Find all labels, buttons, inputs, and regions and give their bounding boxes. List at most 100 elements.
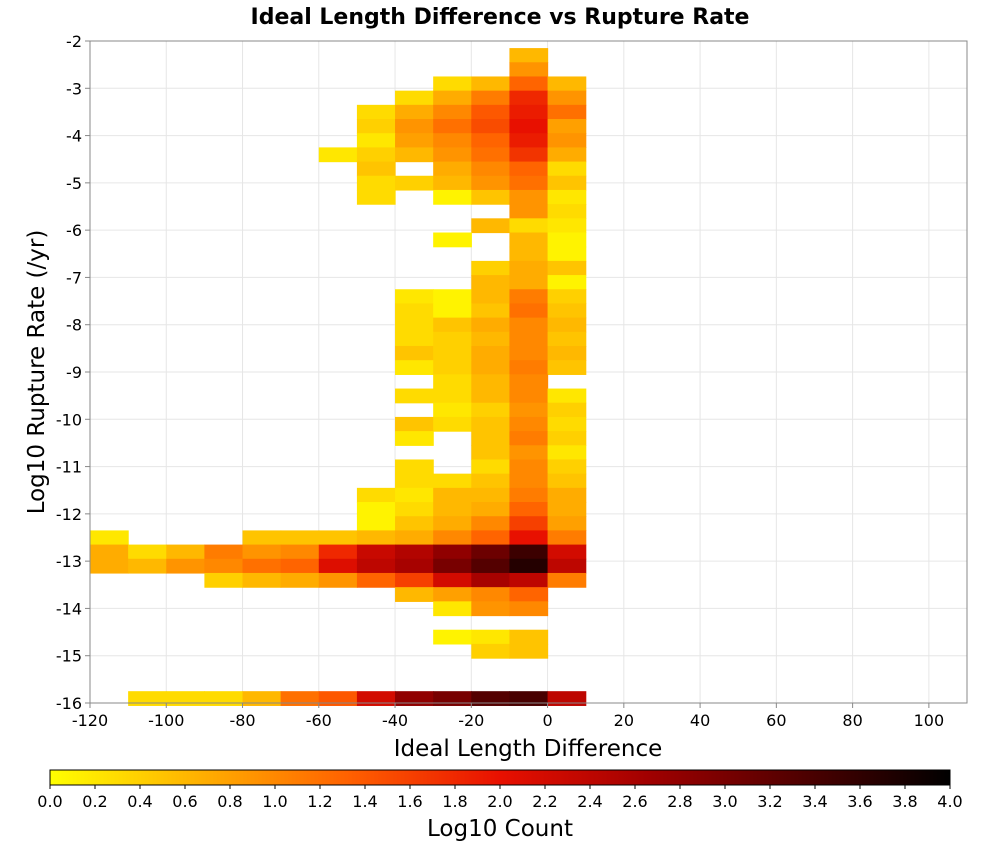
heatmap-cell	[547, 189, 587, 205]
heatmap-cell	[547, 459, 587, 475]
heatmap-cell	[509, 601, 549, 617]
heatmap-cell	[471, 629, 511, 645]
heatmap-cell	[471, 161, 511, 177]
heatmap-cell	[280, 544, 320, 560]
heatmap-cell	[547, 317, 587, 333]
heatmap-cell	[433, 487, 472, 503]
heatmap-cell	[509, 147, 549, 163]
heatmap-cell	[318, 558, 358, 574]
heatmap-cell	[471, 502, 511, 517]
heatmap-cell	[471, 388, 511, 404]
heatmap-cell	[395, 175, 434, 191]
heatmap-cell	[433, 232, 472, 248]
y-tick-label: -3	[66, 79, 82, 98]
heatmap-cell	[433, 691, 472, 706]
heatmap-cell	[471, 289, 511, 305]
x-tick-label: -120	[72, 711, 108, 730]
colorbar-tick-label: 0.0	[37, 792, 62, 811]
chart-title: Ideal Length Difference vs Rupture Rate	[251, 5, 750, 30]
heatmap-cell	[471, 360, 511, 375]
heatmap-cell	[318, 572, 358, 588]
heatmap-cell	[471, 90, 511, 106]
heatmap-cell	[433, 473, 472, 489]
colorbar-ticks: 0.0 0.2 0.4 0.6 0.8 1.0 1.2 1.4 1.6 1.8 2.0 2.2 2.4 2…	[37, 785, 963, 811]
heatmap-cell	[509, 445, 549, 461]
heatmap-cell	[433, 629, 472, 645]
heatmap-cell	[471, 459, 511, 475]
x-axis-label: Ideal Length Difference	[394, 736, 663, 762]
heatmap-cell	[509, 629, 549, 645]
colorbar-tick-label: 2.2	[532, 792, 557, 811]
heatmap-cell	[433, 502, 472, 517]
heatmap-cell	[509, 431, 549, 446]
heatmap-cell	[356, 147, 396, 163]
heatmap-cell	[433, 147, 472, 163]
heatmap-cell	[318, 691, 358, 706]
heatmap-cells	[90, 48, 587, 706]
heatmap-cell	[509, 204, 549, 219]
heatmap-cell	[471, 601, 511, 617]
x-tick-label: 20	[614, 711, 634, 730]
heatmap-cell	[509, 516, 549, 532]
heatmap-cell	[128, 691, 167, 706]
heatmap-cell	[547, 416, 587, 432]
x-tick-label: 80	[842, 711, 862, 730]
heatmap-cell	[509, 558, 549, 574]
heatmap-cell	[471, 445, 511, 461]
heatmap-cell	[433, 104, 472, 120]
heatmap-cell	[356, 572, 396, 588]
heatmap-cell	[509, 260, 549, 276]
colorbar-tick-label: 0.6	[172, 792, 197, 811]
heatmap-cell	[471, 147, 511, 163]
heatmap-cell	[509, 289, 549, 305]
heatmap-cell	[395, 388, 434, 404]
heatmap-cell	[547, 402, 587, 418]
heatmap-cell	[395, 516, 434, 532]
heatmap-cell	[547, 76, 587, 92]
colorbar-tick-label: 3.2	[757, 792, 782, 811]
heatmap-cell	[509, 360, 549, 375]
heatmap-cell	[356, 189, 396, 205]
heatmap-cell	[242, 572, 282, 588]
heatmap-cell	[433, 133, 472, 148]
heatmap-cell	[356, 104, 396, 120]
heatmap-cell	[509, 388, 549, 404]
y-tick-label: -2	[66, 32, 82, 51]
heatmap-cell	[547, 133, 587, 148]
heatmap-cell	[509, 691, 549, 706]
colorbar-tick-label: 1.4	[352, 792, 377, 811]
heatmap-cell	[395, 90, 434, 106]
x-axis-ticks: -120 -100 -80 -60 -40 -20 0 20 40 60 80 100	[72, 703, 944, 730]
heatmap-cell	[280, 691, 320, 706]
heatmap-cell	[509, 189, 549, 205]
colorbar-tick-label: 0.8	[217, 792, 242, 811]
colorbar	[49, 769, 951, 786]
heatmap-cell	[547, 161, 587, 177]
y-tick-label: -5	[66, 174, 82, 193]
colorbar-tick-label: 1.0	[262, 792, 287, 811]
heatmap-cell	[433, 175, 472, 191]
heatmap-cell	[509, 175, 549, 191]
heatmap-cell	[356, 487, 396, 503]
heatmap-cell	[547, 345, 587, 361]
heatmap-cell	[509, 402, 549, 418]
heatmap-cell	[395, 431, 434, 446]
heatmap-cell	[433, 345, 472, 361]
colorbar-tick-label: 2.4	[577, 792, 602, 811]
heatmap-cell	[166, 558, 205, 574]
heatmap-cell	[395, 147, 434, 163]
x-tick-label: 60	[766, 711, 786, 730]
heatmap-cell	[547, 275, 587, 290]
heatmap-cell	[547, 289, 587, 305]
heatmap-cell	[433, 572, 472, 588]
colorbar-tick-label: 0.4	[127, 792, 152, 811]
heatmap-cell	[433, 558, 472, 574]
heatmap-cell	[242, 558, 282, 574]
colorbar-tick-label: 2.0	[487, 792, 512, 811]
heatmap-cell	[471, 189, 511, 205]
heatmap-cell	[433, 317, 472, 333]
heatmap-cell	[90, 544, 129, 560]
heatmap-cell	[395, 416, 434, 432]
heatmap-cell	[395, 572, 434, 588]
heatmap-cell	[471, 558, 511, 574]
